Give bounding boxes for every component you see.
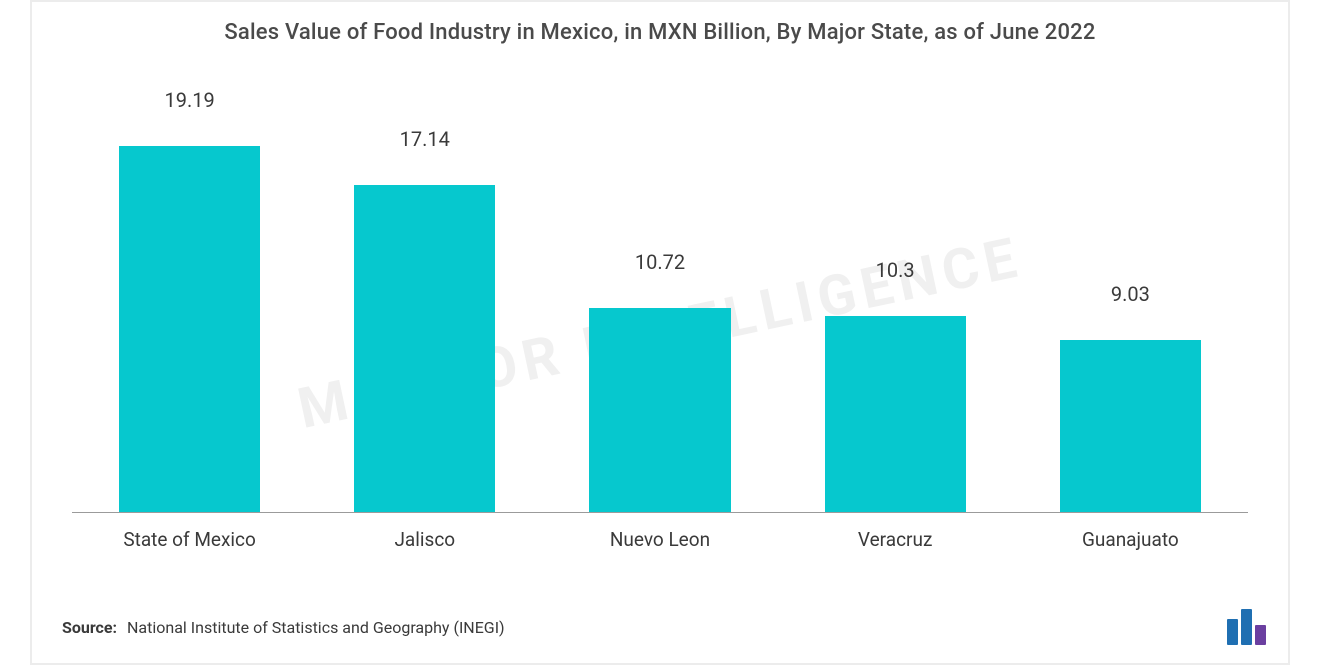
source-label: Source: <box>62 618 117 637</box>
bar-value-4: 9.03 <box>1013 282 1248 306</box>
xlabel-1: Jalisco <box>307 528 542 551</box>
bar-col-3: 10.3 <box>778 88 1013 512</box>
bar-rect-3 <box>825 316 966 512</box>
bar-value-1: 17.14 <box>307 127 542 151</box>
chart-title: Sales Value of Food Industry in Mexico, … <box>32 2 1288 45</box>
bar-col-4: 9.03 <box>1013 88 1248 512</box>
x-axis-labels: State of Mexico Jalisco Nuevo Leon Verac… <box>72 528 1248 551</box>
bar-col-1: 17.14 <box>307 88 542 512</box>
xlabel-3: Veracruz <box>778 528 1013 551</box>
xlabel-4: Guanajuato <box>1013 528 1248 551</box>
chart-container: MORDOR INTELLIGENCE Sales Value of Food … <box>30 0 1290 665</box>
source-line: Source: National Institute of Statistics… <box>62 618 505 637</box>
bar-rect-2 <box>589 308 730 512</box>
source-text: National Institute of Statistics and Geo… <box>127 618 505 637</box>
logo-bar-0 <box>1227 619 1238 645</box>
logo-bar-1 <box>1241 609 1252 645</box>
bar-value-2: 10.72 <box>542 250 777 274</box>
bars-row: 19.19 17.14 10.72 10.3 9.03 <box>72 88 1248 512</box>
brand-logo <box>1227 609 1266 645</box>
xlabel-0: State of Mexico <box>72 528 307 551</box>
bar-rect-1 <box>354 185 495 512</box>
bar-value-0: 19.19 <box>72 88 307 112</box>
bar-rect-4 <box>1060 340 1201 512</box>
bar-value-3: 10.3 <box>778 258 1013 282</box>
plot-area: 19.19 17.14 10.72 10.3 9.03 <box>72 88 1248 513</box>
logo-bar-2 <box>1255 625 1266 645</box>
bar-rect-0 <box>119 146 260 512</box>
bar-col-2: 10.72 <box>542 88 777 512</box>
bar-col-0: 19.19 <box>72 88 307 512</box>
xlabel-2: Nuevo Leon <box>542 528 777 551</box>
